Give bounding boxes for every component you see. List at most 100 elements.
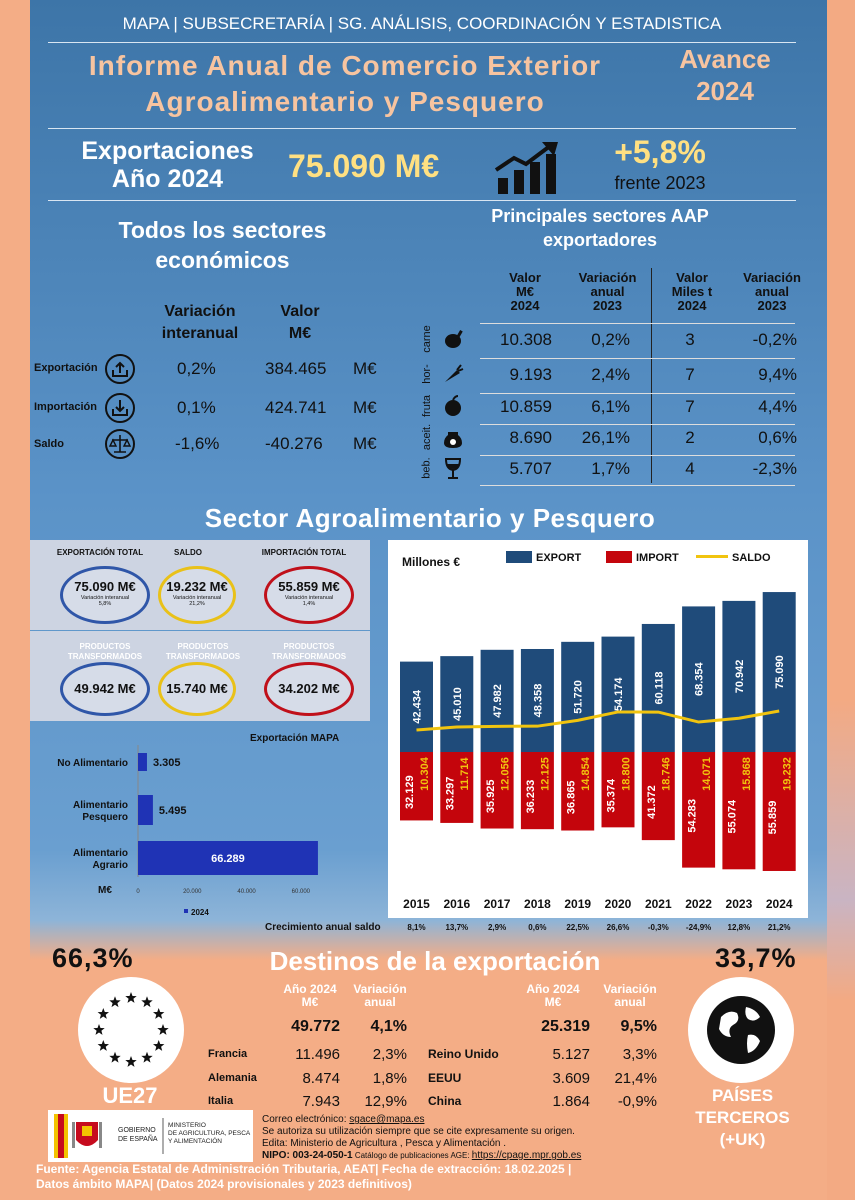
import-bar: [682, 752, 716, 868]
ue-total-var: 4,1%: [370, 1018, 407, 1035]
third-country: EEUU: [428, 1071, 462, 1085]
hbar-category: Alimentario: [73, 800, 128, 811]
card-heading: IMPORTACIÓN TOTAL: [261, 548, 347, 557]
wine-glass-icon: [440, 455, 466, 481]
ms-header-tonnes: Valor Miles t 2024: [671, 270, 713, 313]
growth-value: 0,6%: [528, 923, 547, 932]
export-value-label: 45.010: [452, 687, 464, 721]
sector-tonnes-variation: 9,4%: [758, 365, 797, 384]
export-bar: [480, 649, 514, 752]
import-value-label: 33.297: [445, 777, 457, 811]
hbar-category: Pesquero: [82, 812, 128, 823]
year-tick-label: 2022: [685, 897, 712, 911]
hbar-value-label: 3.305: [153, 757, 181, 769]
sector-label-text: fruta: [420, 394, 433, 418]
growth-value: 26,6%: [606, 923, 630, 932]
report-title-line1: Informe Anual de Comercio Exterior: [88, 50, 602, 81]
year-tick-label: 2019: [564, 897, 591, 911]
export-bar: [520, 648, 554, 752]
sector-value: 9.193: [509, 365, 552, 384]
third-total-value: 25.319: [541, 1018, 590, 1035]
sector-label-text: aceit.: [420, 423, 433, 451]
third-total-var: 9,5%: [620, 1018, 657, 1035]
import-value-label: 36.865: [565, 780, 577, 814]
eu-star: [93, 1024, 105, 1035]
import-bar: [480, 752, 514, 829]
import-value-label: 35.925: [485, 779, 497, 813]
saldo-value-label: 14.071: [701, 757, 713, 791]
exports-label-line1: Exportaciones: [81, 137, 254, 165]
hbar-category: Alimentario: [73, 848, 128, 859]
growth-chart-icon: [494, 142, 558, 194]
sector-value: 10.859: [500, 397, 552, 416]
third-country-value: 1.864: [552, 1093, 590, 1110]
catalog-link[interactable]: https://cpage.mpr.gob.es: [471, 1150, 582, 1161]
growth-value: 13,7%: [445, 923, 469, 932]
saldo-value-label: 14.854: [580, 756, 592, 791]
hbar-value-label: 66.289: [211, 853, 245, 865]
third-country-var: 21,4%: [614, 1070, 657, 1087]
eu-star: [125, 1056, 137, 1067]
ministry-label: MINISTERIO DE AGRICULTURA, PESCA Y ALIMENT…: [168, 1122, 251, 1145]
sector-tonnes: 3: [685, 330, 695, 349]
import-value-label: 55.074: [727, 799, 739, 834]
ms-row-line: [480, 323, 795, 324]
sector-tonnes: 4: [685, 459, 695, 478]
footer-source: Fuente: Agencia Estatal de Administració…: [36, 1162, 572, 1191]
growth-value: 8,1%: [407, 923, 426, 932]
ue-country-var: 12,9%: [364, 1093, 407, 1110]
ue-share: 66,3%: [52, 943, 134, 973]
sector-label: hor-: [412, 357, 442, 391]
ue-country: Alemania: [208, 1072, 257, 1084]
saldo-value-label: 10.304: [419, 756, 431, 791]
export-bar: [722, 600, 756, 752]
ue-col-year: Año 2024 M€: [283, 982, 337, 1009]
ue-country-value: 8.474: [302, 1070, 340, 1087]
apple-icon: [440, 393, 466, 419]
header-divider: [48, 42, 796, 43]
transformed-oval: 49.942 M€: [60, 662, 150, 716]
growth-value: -24,9%: [685, 923, 712, 932]
hbar-tick-label: 60.000: [292, 889, 311, 895]
sector-variation: 6,1%: [591, 397, 630, 416]
year-tick-label: 2021: [645, 897, 672, 911]
saldo-line: [416, 709, 780, 732]
main-sectors-title-line2: exportadores: [542, 230, 658, 250]
eu-star: [141, 1051, 153, 1063]
ms-row-line: [480, 424, 795, 425]
sector-label-text: carne: [421, 325, 433, 353]
import-bar: [400, 752, 433, 821]
transformed-oval: 34.202 M€: [264, 662, 354, 716]
col-variation-line1: Variación: [164, 303, 236, 320]
year-tick-label: 2015: [403, 897, 430, 911]
email-link[interactable]: sgace@mapa.es: [349, 1114, 425, 1125]
year-tick-label: 2017: [484, 897, 511, 911]
saldo-value-label: 15.868: [741, 757, 753, 791]
exports-total-value: 75.090 M€: [288, 148, 440, 184]
ue-total-value: 49.772: [291, 1018, 340, 1035]
sector-tonnes: 2: [685, 428, 695, 447]
transformed-value: 34.202 M€: [278, 681, 340, 696]
sector-value: 8.690: [509, 428, 552, 447]
third-country-var: -0,9%: [617, 1093, 657, 1110]
oil-jar-icon: [440, 424, 466, 450]
card-note: Variación interanual: [172, 595, 222, 601]
row-export-value: 384.465: [265, 359, 327, 378]
import-bar: [722, 752, 756, 870]
report-title-line2: Agroalimentario y Pesquero: [145, 86, 545, 117]
sector-tonnes: 7: [685, 397, 695, 416]
row-balance-label: Saldo: [34, 438, 64, 450]
year-tick-label: 2020: [605, 897, 632, 911]
saldo-value-label: 12.056: [499, 757, 511, 791]
transformed-heading: PRODUCTOS TRANSFORMADOS: [165, 642, 241, 661]
export-value-label: 68.354: [694, 662, 706, 697]
card-note: Variación interanual: [80, 595, 130, 601]
exports-change: +5,8%: [614, 134, 706, 170]
col-value-line1: Valor: [280, 303, 320, 320]
row-export-label: Exportación: [34, 362, 98, 374]
growth-value: 2,9%: [487, 923, 507, 932]
legend-swatch: [606, 551, 632, 563]
legend-swatch: [506, 551, 532, 563]
ue-label: UE27: [102, 1083, 158, 1108]
